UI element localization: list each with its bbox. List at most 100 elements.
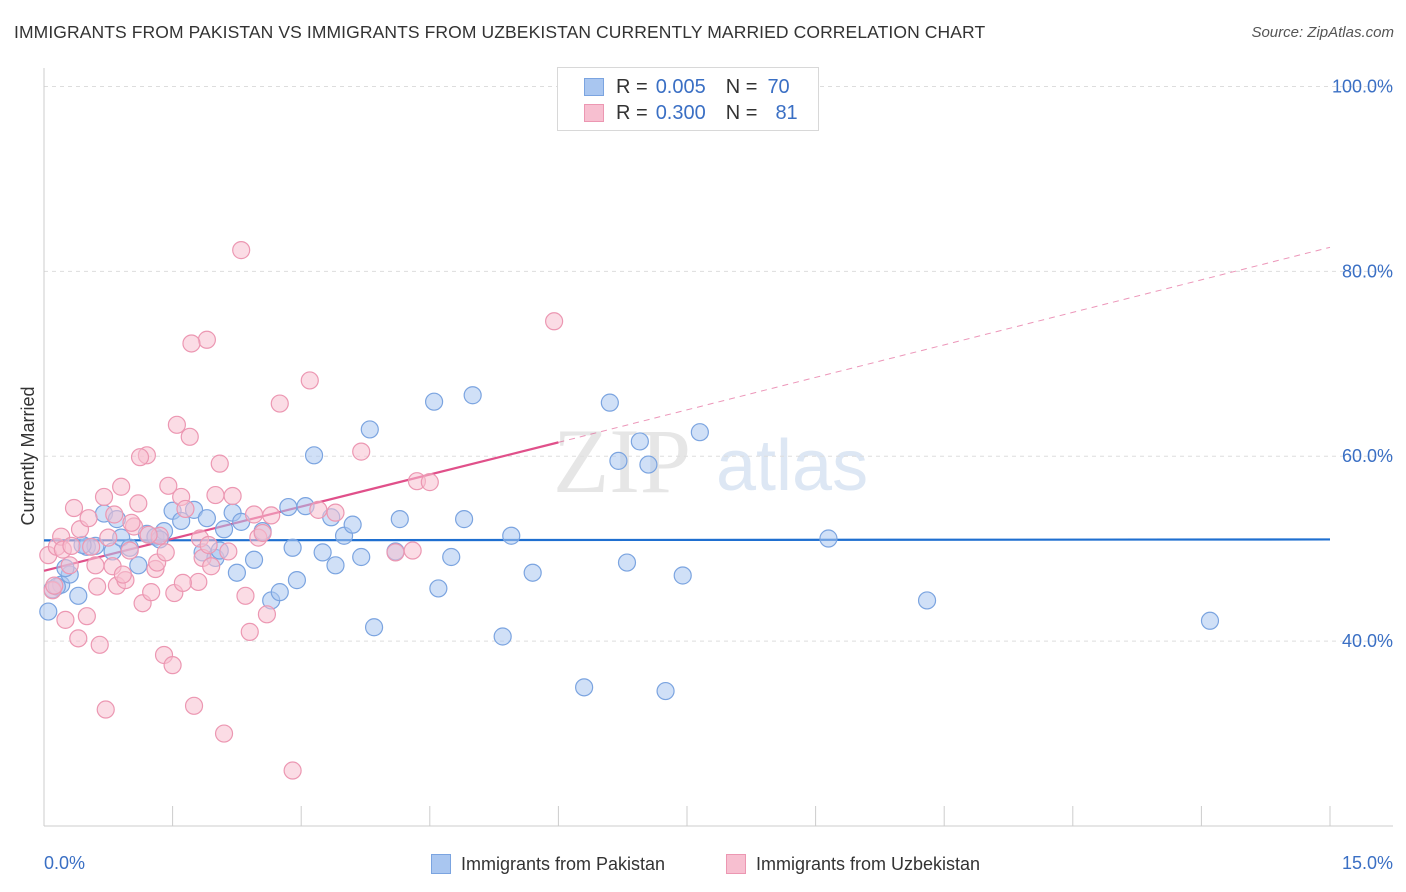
uzbekistan-point: [113, 565, 132, 584]
watermark: ZIP atlas: [553, 410, 868, 512]
pakistan-point: [390, 510, 409, 529]
pakistan-point: [424, 392, 444, 411]
y-axis-label: Currently Married: [18, 386, 38, 525]
pakistan-point: [917, 591, 937, 610]
legend-label: Immigrants from Uzbekistan: [756, 853, 981, 874]
uzbekistan-point: [189, 572, 208, 592]
uzbekistan-point: [283, 761, 302, 780]
uzbekistan-point: [309, 500, 328, 519]
uzbekistan-point: [156, 543, 175, 562]
uzbekistan-point: [386, 543, 405, 562]
uzbekistan-point: [86, 556, 105, 575]
n-label: N =: [725, 101, 758, 124]
uzbekistan-point: [257, 605, 277, 624]
pakistan-point: [630, 432, 649, 451]
uzbekistan-point: [82, 537, 101, 556]
source-label: Source: ZipAtlas.com: [1251, 24, 1394, 41]
pakistan-point: [326, 556, 345, 575]
pakistan-point: [197, 509, 216, 528]
uzbekistan-point: [69, 629, 88, 648]
pakistan-point: [600, 393, 619, 412]
uzbekistan-point: [420, 473, 439, 492]
x-tick-label: 15.0%: [1342, 853, 1393, 873]
uzbekistan-point: [206, 485, 225, 505]
watermark-atlas: atlas: [716, 426, 868, 506]
tick-labels: 40.0% 60.0% 80.0% 100.0% 0.0% 15.0%: [44, 76, 1393, 873]
uzbekistan-point: [300, 371, 319, 390]
uzbekistan-point: [219, 542, 238, 561]
pakistan-point: [313, 543, 332, 562]
uzbekistan-point: [184, 696, 204, 715]
uzbekistan-point: [210, 454, 229, 473]
uzbekistan-point: [130, 448, 150, 467]
correlation-legend: R = 0.005 N = 70 R = 0.300 N = 81: [557, 67, 819, 131]
uzbekistan-point: [45, 576, 64, 595]
pakistan-point: [270, 583, 289, 602]
uzbekistan-point: [105, 505, 124, 524]
pakistan-point: [287, 571, 307, 590]
uzbekistan-point: [202, 557, 221, 576]
uzbekistan-point: [60, 556, 79, 575]
uzbekistan-point: [173, 573, 192, 592]
uzbekistan-point: [88, 577, 107, 596]
uzbekistan-point: [142, 583, 161, 602]
uzbekistan-point: [262, 506, 281, 525]
pakistan-point: [352, 547, 371, 567]
pakistan-point: [523, 563, 542, 582]
pakistan-point: [819, 529, 838, 548]
y-tick-label: 100.0%: [1332, 76, 1393, 96]
pakistan-point: [343, 515, 362, 534]
uzbekistan-point: [122, 513, 141, 532]
uzbekistan-point: [176, 499, 195, 519]
uzbekistan-point: [253, 523, 272, 543]
pakistan-swatch: [584, 78, 604, 96]
uzbekistan-point: [159, 476, 178, 495]
uzbekistan-point: [214, 724, 234, 743]
uzbekistan-point: [94, 487, 114, 507]
uzbekistan-point: [99, 528, 118, 547]
r-label: R =: [616, 75, 648, 98]
pakistan-point: [129, 556, 148, 575]
pakistan-point: [442, 547, 461, 567]
pakistan-point: [69, 586, 88, 605]
uzbekistan-trend-extension: [558, 246, 1331, 443]
r-value: 0.005: [655, 75, 706, 98]
uzbekistan-point: [182, 334, 201, 353]
pakistan-point: [304, 446, 324, 465]
uzbekistan-point: [120, 541, 139, 560]
pakistan-point: [283, 538, 302, 557]
legend-row-pakistan: R = 0.005 N = 70: [584, 75, 790, 99]
r-value: 0.300: [655, 101, 706, 124]
uzbekistan-swatch: [726, 854, 746, 874]
n-label: N =: [725, 75, 758, 98]
pakistan-point: [364, 618, 384, 637]
pakistan-point: [454, 510, 474, 529]
uzbekistan-point: [244, 505, 264, 524]
uzbekistan-point: [79, 509, 98, 528]
pakistan-swatch: [431, 854, 451, 874]
uzbekistan-point: [62, 536, 81, 556]
uzbekistan-point: [545, 312, 564, 331]
pakistan-point: [39, 602, 58, 621]
uzbekistan-point: [77, 607, 96, 626]
uzbekistan-point: [90, 635, 109, 654]
legend-row-uzbekistan: R = 0.300 N = 81: [584, 101, 798, 125]
bottom-legend-pakistan: Immigrants from Pakistan: [431, 852, 665, 876]
pakistan-point: [244, 550, 264, 569]
pakistan-point: [279, 497, 298, 517]
uzbekistan-point: [197, 330, 216, 349]
y-tick-label: 40.0%: [1342, 631, 1393, 651]
pakistan-point: [429, 579, 448, 598]
pakistan-point: [656, 681, 675, 701]
pakistan-point: [673, 566, 692, 585]
pakistan-point: [360, 420, 379, 439]
pakistan-point: [1200, 611, 1220, 630]
uzbekistan-point: [64, 498, 84, 518]
uzbekistan-point: [112, 477, 131, 496]
uzbekistan-point: [236, 586, 255, 605]
pakistan-point: [617, 553, 637, 572]
pakistan-point: [609, 451, 628, 470]
pakistan-point: [227, 563, 246, 582]
uzbekistan-point: [270, 394, 289, 413]
uzbekistan-point: [240, 622, 259, 641]
